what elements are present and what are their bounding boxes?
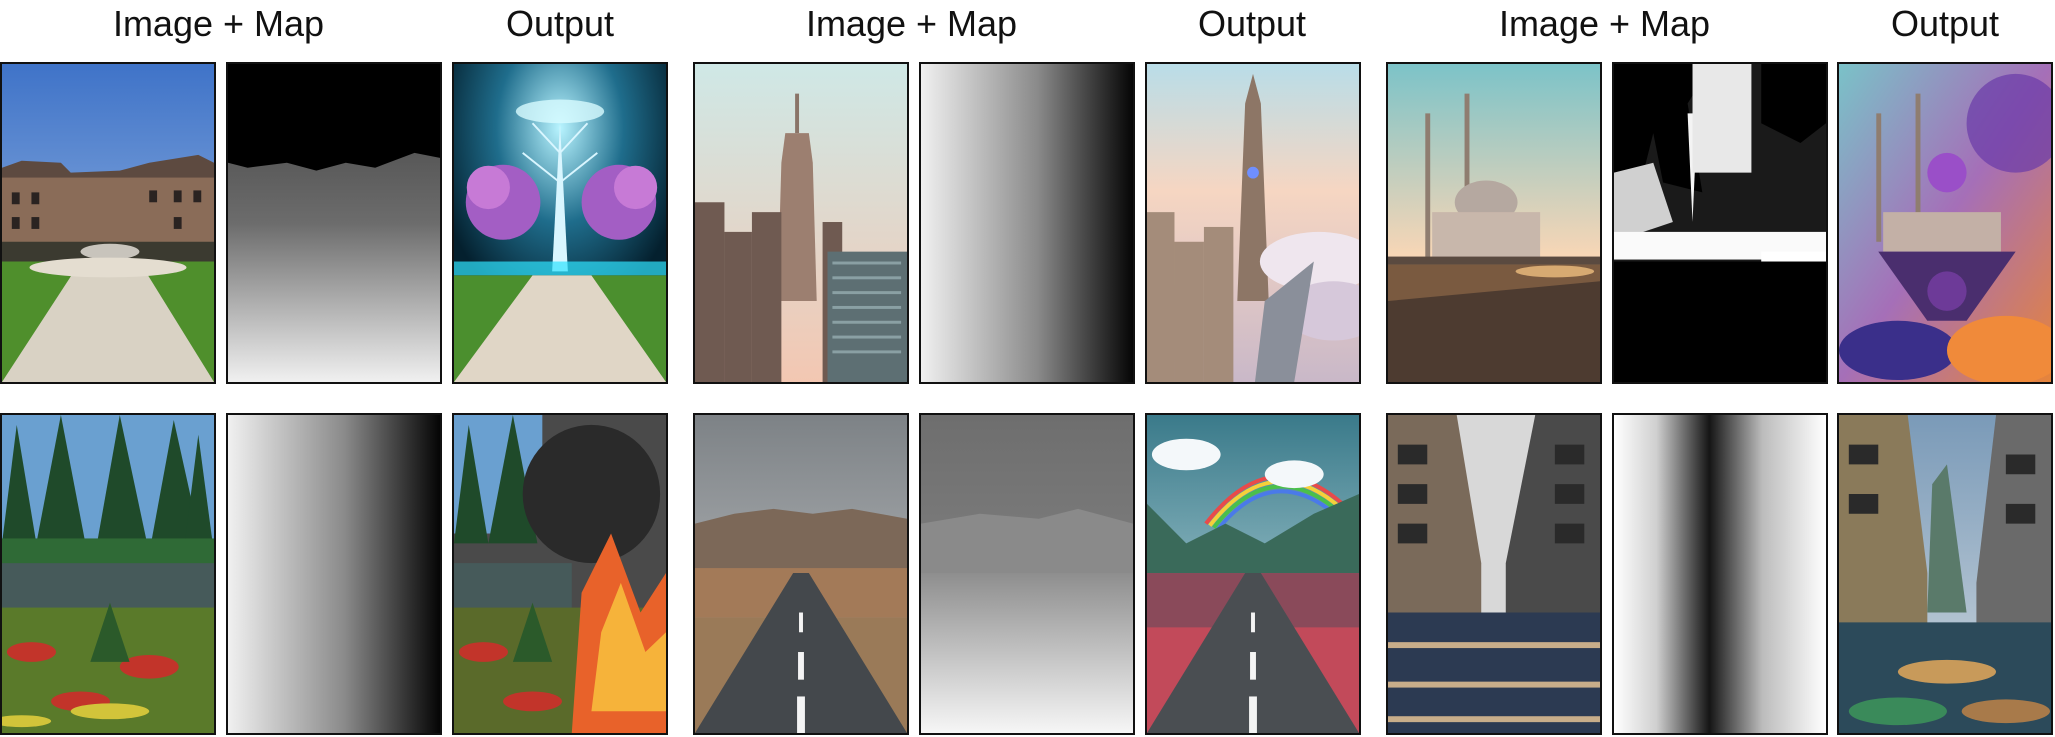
depth-map-road [919, 413, 1135, 735]
input-image-empire-state [693, 62, 909, 384]
input-image-mosque [1386, 62, 1602, 384]
gradient-map-street [1612, 413, 1828, 735]
output-glowing-tree [452, 62, 668, 384]
input-image-courtyard [0, 62, 216, 384]
header-output-2: Output [1197, 3, 1307, 44]
output-floating-mosque [1837, 62, 2053, 384]
header-output-3: Output [1890, 3, 2000, 44]
output-fantasy-canyon-street [1837, 413, 2053, 735]
header-image-map-3: Image + Map [1498, 3, 1711, 44]
header-image-map-2: Image + Map [805, 3, 1018, 44]
gradient-map-forest [226, 413, 442, 735]
output-rainbow-valley [1145, 413, 1361, 735]
output-fantasy-spire [1145, 62, 1361, 384]
header-output-1: Output [505, 3, 615, 44]
header-image-map-1: Image + Map [112, 3, 325, 44]
mask-map-mosque [1612, 62, 1828, 384]
output-forest-fire [452, 413, 668, 735]
gradient-map-city [919, 62, 1135, 384]
input-image-market-street [1386, 413, 1602, 735]
depth-map-courtyard [226, 62, 442, 384]
input-image-forest-lake [0, 413, 216, 735]
input-image-desert-road [693, 413, 909, 735]
